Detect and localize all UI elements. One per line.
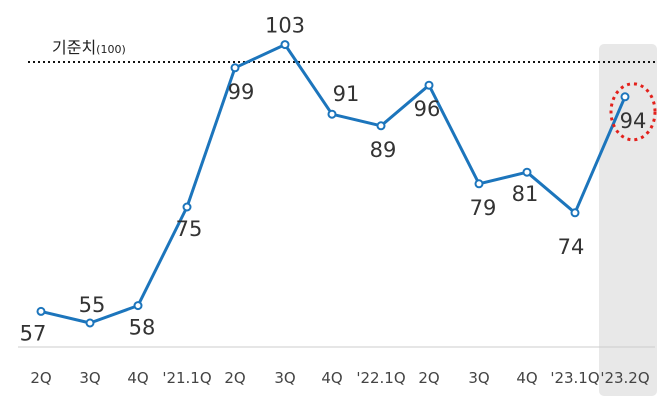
data-label-6: 91 — [333, 82, 360, 106]
data-label-9: 79 — [470, 196, 497, 220]
data-point-4 — [230, 63, 240, 73]
x-tick-label-4: 2Q — [224, 369, 245, 387]
x-tick-label-5: 3Q — [274, 369, 295, 387]
x-tick-label-7: '22.1Q — [356, 369, 405, 387]
data-point-9 — [474, 179, 484, 189]
data-label-2: 58 — [129, 316, 156, 340]
x-tick-label-0: 2Q — [30, 369, 51, 387]
data-label-3: 75 — [176, 217, 203, 241]
data-label-5: 103 — [265, 14, 305, 38]
data-point-0 — [36, 306, 46, 316]
data-point-8 — [424, 80, 434, 90]
data-label-0: 57 — [20, 321, 47, 345]
x-tick-label-10: 4Q — [516, 369, 537, 387]
data-point-7 — [376, 121, 386, 131]
x-tick-label-3: '21.1Q — [162, 369, 211, 387]
data-point-11 — [570, 208, 580, 218]
reference-label: 기준치(100) — [52, 38, 126, 57]
data-point-2 — [133, 301, 143, 311]
data-point-6 — [327, 109, 337, 119]
data-label-12: 94 — [620, 109, 647, 133]
data-label-4: 99 — [228, 80, 255, 104]
highlight-circle — [609, 82, 657, 142]
x-tick-label-2: 4Q — [127, 369, 148, 387]
x-tick-label-9: 3Q — [468, 369, 489, 387]
data-label-11: 74 — [558, 235, 585, 259]
data-label-10: 81 — [512, 182, 539, 206]
x-tick-label-12: '23.2Q — [600, 369, 649, 387]
x-tick-label-6: 4Q — [321, 369, 342, 387]
data-point-10 — [522, 167, 532, 177]
data-label-1: 55 — [79, 293, 106, 317]
highlight-band — [599, 44, 657, 396]
data-point-5 — [280, 40, 290, 50]
x-tick-label-11: '23.1Q — [550, 369, 599, 387]
x-tick-label-1: 3Q — [79, 369, 100, 387]
data-point-12 — [620, 92, 630, 102]
data-point-3 — [182, 202, 192, 212]
data-label-7: 89 — [370, 138, 397, 162]
data-label-8: 96 — [414, 97, 441, 121]
data-point-1 — [85, 318, 95, 328]
x-tick-label-8: 2Q — [418, 369, 439, 387]
